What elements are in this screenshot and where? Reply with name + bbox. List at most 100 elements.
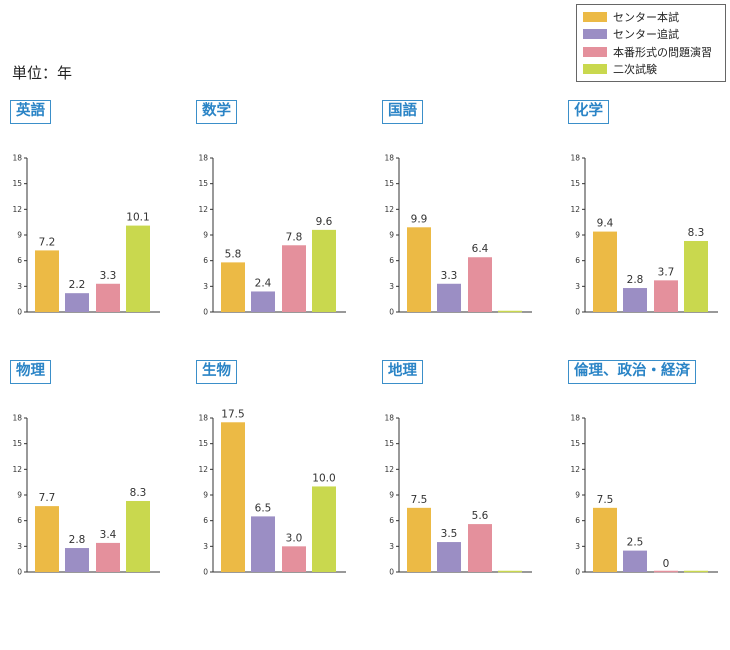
bar-chart: 0 3 6 9 12 15 18 9.4 2.8 3.7 8.3	[570, 154, 718, 317]
y-tick-label: 3	[389, 282, 394, 291]
y-tick-label: 9	[203, 231, 208, 240]
y-tick-label: 12	[570, 465, 580, 474]
chart-panel-japanese: 国語 0 3 6 9 12 15 18 9.9 3.3 6.4	[382, 100, 562, 390]
y-tick-label: 0	[389, 568, 394, 577]
legend-swatch	[583, 64, 607, 75]
data-label: 3.4	[100, 529, 117, 541]
chart-panel-chemistry: 化学 0 3 6 9 12 15 18 9.4 2.8 3.7 8.3	[568, 100, 730, 390]
y-tick-label: 12	[570, 205, 580, 214]
data-label: 7.5	[411, 494, 428, 506]
chart-title: 物理	[10, 360, 51, 384]
data-label: 7.5	[597, 494, 614, 506]
chart-title: 化学	[568, 100, 609, 124]
y-tick-label: 12	[198, 205, 208, 214]
data-label: 7.2	[39, 236, 56, 248]
y-tick-label: 0	[575, 308, 580, 317]
bar	[126, 225, 150, 312]
data-label: 3.5	[441, 528, 458, 540]
bar	[35, 506, 59, 572]
chart-title: 地理	[382, 360, 423, 384]
y-tick-label: 18	[570, 414, 580, 423]
data-label: 5.6	[472, 510, 489, 522]
bar	[221, 262, 245, 312]
chart-panel-math: 数学 0 3 6 9 12 15 18 5.8 2.4 7.8 9.6	[196, 100, 376, 390]
y-tick-label: 18	[12, 414, 22, 423]
data-label: 3.3	[441, 270, 458, 282]
legend-item: 二次試験	[583, 61, 719, 79]
y-tick-label: 6	[389, 256, 394, 265]
legend-item: 本番形式の問題演習	[583, 43, 719, 61]
data-label: 9.9	[411, 213, 428, 225]
bar-chart: 0 3 6 9 12 15 18 17.5 6.5 3.0 10.0	[198, 408, 346, 577]
data-label: 8.3	[688, 227, 705, 239]
legend-item: センター本試	[583, 8, 719, 26]
data-label: 3.7	[658, 266, 675, 278]
y-tick-label: 9	[389, 231, 394, 240]
y-tick-label: 6	[575, 256, 580, 265]
y-tick-label: 15	[12, 179, 22, 188]
y-tick-label: 0	[389, 308, 394, 317]
legend-swatch	[583, 29, 607, 40]
y-tick-label: 0	[17, 568, 22, 577]
y-tick-label: 18	[384, 414, 394, 423]
y-tick-label: 12	[198, 465, 208, 474]
data-label: 6.4	[472, 243, 489, 255]
bar	[65, 293, 89, 312]
bar-chart: 0 3 6 9 12 15 18 9.9 3.3 6.4	[384, 154, 532, 317]
data-label: 7.7	[39, 492, 56, 504]
y-tick-label: 15	[12, 439, 22, 448]
bar	[65, 548, 89, 572]
y-tick-label: 18	[198, 414, 208, 423]
legend-label: 本番形式の問題演習	[613, 45, 712, 59]
y-tick-label: 9	[17, 231, 22, 240]
data-label: 9.4	[597, 218, 614, 230]
y-tick-label: 6	[389, 516, 394, 525]
y-tick-label: 15	[198, 439, 208, 448]
y-tick-label: 3	[17, 282, 22, 291]
y-tick-label: 12	[384, 205, 394, 214]
y-tick-label: 3	[575, 542, 580, 551]
bar	[312, 229, 336, 312]
y-tick-label: 12	[384, 465, 394, 474]
bar	[623, 288, 647, 312]
data-label: 3.0	[286, 532, 303, 544]
y-tick-label: 15	[384, 179, 394, 188]
y-tick-label: 0	[203, 568, 208, 577]
y-tick-label: 15	[570, 439, 580, 448]
y-tick-label: 0	[575, 568, 580, 577]
legend-item: センター追試	[583, 26, 719, 44]
bar	[221, 422, 245, 572]
y-tick-label: 15	[570, 179, 580, 188]
chart-panel-biology: 生物 0 3 6 9 12 15 18 17.5 6.5 3.0 10.0	[196, 360, 376, 650]
chart-title: 倫理、政治・経済	[568, 360, 696, 384]
y-tick-label: 18	[12, 154, 22, 163]
data-label: 8.3	[130, 487, 147, 499]
data-label: 9.6	[316, 216, 333, 228]
bar-chart: 0 3 6 9 12 15 18 7.5 2.5 0	[570, 414, 718, 577]
data-label: 10.1	[126, 212, 149, 224]
y-tick-label: 3	[203, 542, 208, 551]
y-tick-label: 6	[17, 256, 22, 265]
y-tick-label: 3	[203, 282, 208, 291]
bar	[437, 283, 461, 312]
data-label: 5.8	[225, 248, 242, 260]
bar	[407, 507, 431, 572]
chart-panel-english: 英語 0 3 6 9 12 15 18 7.2 2.2 3.3 10.1	[10, 100, 190, 390]
bar	[468, 524, 492, 572]
data-label: 10.0	[312, 472, 335, 484]
data-label: 0	[663, 558, 670, 570]
y-tick-label: 6	[203, 516, 208, 525]
bar	[312, 486, 336, 572]
bar	[437, 542, 461, 572]
y-tick-label: 6	[17, 516, 22, 525]
bar-chart: 0 3 6 9 12 15 18 5.8 2.4 7.8 9.6	[198, 154, 346, 317]
data-label: 2.4	[255, 277, 272, 289]
y-tick-label: 9	[17, 491, 22, 500]
y-tick-label: 9	[575, 491, 580, 500]
y-tick-label: 3	[575, 282, 580, 291]
y-tick-label: 0	[203, 308, 208, 317]
y-tick-label: 0	[17, 308, 22, 317]
legend-swatch	[583, 11, 607, 22]
y-tick-label: 12	[12, 465, 22, 474]
data-label: 2.8	[627, 274, 644, 286]
